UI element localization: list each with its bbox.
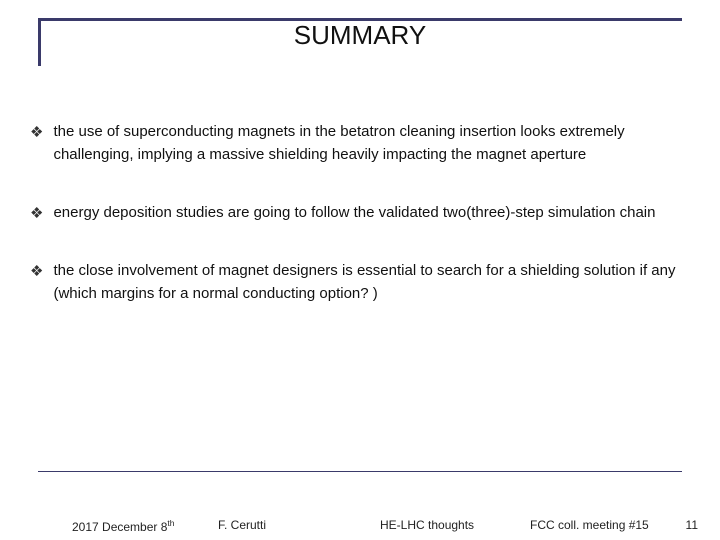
footer-author: F. Cerutti [218,518,266,532]
footer-center: HE-LHC thoughts [380,518,474,532]
slide-title: SUMMARY [0,20,720,51]
bullet-text: energy deposition studies are going to f… [53,201,690,224]
bullet-item: ❖ the use of superconducting magnets in … [30,120,690,167]
bullet-text: the use of superconducting magnets in th… [53,120,690,167]
body-content: ❖ the use of superconducting magnets in … [30,120,690,339]
diamond-bullet-icon: ❖ [30,121,43,144]
diamond-bullet-icon: ❖ [30,260,43,283]
footer-rule [38,471,682,472]
bullet-item: ❖ the close involvement of magnet design… [30,259,690,306]
footer-date-suffix: th [167,518,174,528]
footer-meeting: FCC coll. meeting #15 [530,518,649,532]
page-number: 11 [686,518,698,532]
diamond-bullet-icon: ❖ [30,202,43,225]
footer-date-main: 2017 December 8 [72,520,167,534]
footer-date: 2017 December 8th [72,518,174,534]
bullet-text: the close involvement of magnet designer… [53,259,690,306]
bullet-item: ❖ energy deposition studies are going to… [30,201,690,225]
slide: SUMMARY ❖ the use of superconducting mag… [0,0,720,540]
